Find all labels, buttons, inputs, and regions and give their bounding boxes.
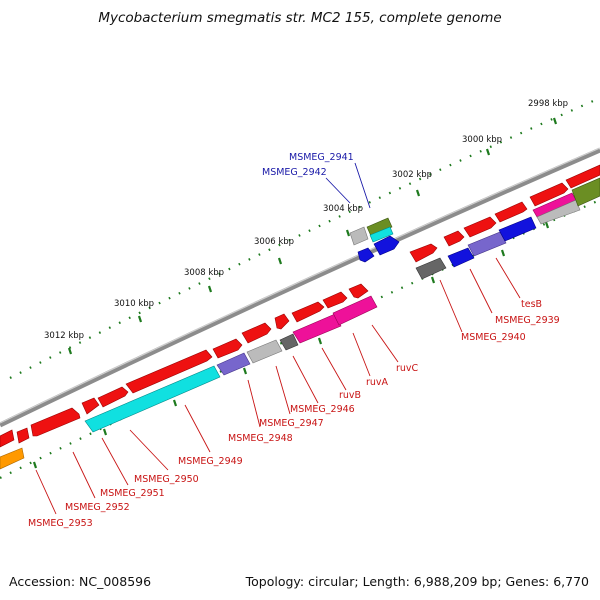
gene-label-msmeg-2949: MSMEG_2949	[178, 456, 243, 467]
scale-label-3012: 3012 kbp	[44, 331, 84, 341]
gene-arrow	[16, 427, 30, 444]
forward-features	[0, 164, 600, 448]
gene-label-msmeg-2952: MSMEG_2952	[65, 502, 130, 513]
gene-arrow	[81, 397, 100, 415]
gene-arrow	[322, 291, 348, 309]
gene-arrow	[529, 182, 569, 207]
gene-label-msmeg-2946: MSMEG_2946	[290, 404, 355, 415]
gene-block-lavender	[216, 352, 251, 376]
genome-summary: Topology: circular; Length: 6,988,209 bp…	[245, 574, 589, 589]
gene-block-olive	[571, 177, 600, 207]
scale-label-3008: 3008 kbp	[184, 268, 224, 278]
gene-label-msmeg-2950: MSMEG_2950	[134, 474, 199, 485]
map-title: Mycobacterium smegmatis str. MC2 155, co…	[98, 10, 502, 26]
genome-backbone	[0, 147, 600, 428]
gene-block-grey	[536, 199, 581, 225]
gene-arrow-blue	[357, 247, 375, 263]
gene-block-cyan	[369, 226, 394, 243]
gene-arrow	[274, 313, 290, 330]
accession-label: Accession: NC_008596	[9, 574, 152, 589]
gene-block-grey	[349, 226, 369, 246]
gene-arrow	[0, 429, 15, 448]
gene-block-lavender	[467, 231, 507, 257]
gene-block-darkgrey	[415, 257, 447, 280]
gene-arrow	[97, 386, 129, 408]
gene-label-ruvb: ruvB	[339, 390, 361, 401]
floating-cluster	[349, 217, 400, 263]
gene-block-darkgrey	[279, 333, 299, 351]
gene-arrow	[241, 322, 272, 344]
gene-label-msmeg-2947: MSMEG_2947	[259, 418, 324, 429]
gene-label-msmeg-2941: MSMEG_2941	[289, 152, 354, 163]
gene-label-msmeg-2948: MSMEG_2948	[228, 433, 293, 444]
gene-block-magenta	[292, 313, 342, 344]
gene-label-msmeg-2953: MSMEG_2953	[28, 518, 93, 529]
gene-block-grey	[246, 339, 283, 364]
gene-label-msmeg-2939: MSMEG_2939	[495, 315, 560, 326]
scale-label-3004: 3004 kbp	[323, 204, 363, 214]
gene-label-tesb: tesB	[521, 299, 542, 310]
gene-block-blue	[447, 247, 475, 268]
gene-label-ruvc: ruvC	[396, 363, 419, 374]
scale-label-2998: 2998 kbp	[528, 99, 568, 109]
gene-block-olive	[366, 217, 393, 237]
gene-arrow	[291, 301, 325, 323]
gene-arrow	[348, 283, 369, 299]
reverse-features	[0, 177, 600, 470]
leader-lines	[35, 162, 521, 515]
backbone-highlight	[0, 147, 600, 424]
gene-label-msmeg-2940: MSMEG_2940	[461, 332, 526, 343]
gene-label-msmeg-2942: MSMEG_2942	[262, 167, 327, 178]
gene-arrow	[443, 230, 465, 247]
gene-block-orange	[0, 447, 25, 470]
scale-label-3010: 3010 kbp	[114, 299, 154, 309]
scale-label-3006: 3006 kbp	[254, 237, 294, 247]
scale-label-3002: 3002 kbp	[392, 170, 432, 180]
gene-block-cyan	[84, 365, 221, 433]
gene-arrow-blue	[373, 235, 400, 256]
gene-label-ruva: ruvA	[366, 377, 389, 388]
gene-block-magenta	[332, 295, 378, 326]
gene-arrow	[565, 164, 600, 189]
gene-arrow	[212, 338, 243, 359]
gene-arrow	[494, 201, 528, 223]
scale-label-3000: 3000 kbp	[462, 135, 502, 145]
gene-block-blue	[498, 216, 537, 242]
gene-label-msmeg-2951: MSMEG_2951	[100, 488, 165, 499]
gene-arrow	[463, 216, 497, 238]
gene-arrow	[409, 243, 438, 263]
gene-arrow	[30, 407, 81, 437]
major-ticks	[32, 117, 558, 469]
gene-arrow	[125, 349, 213, 394]
